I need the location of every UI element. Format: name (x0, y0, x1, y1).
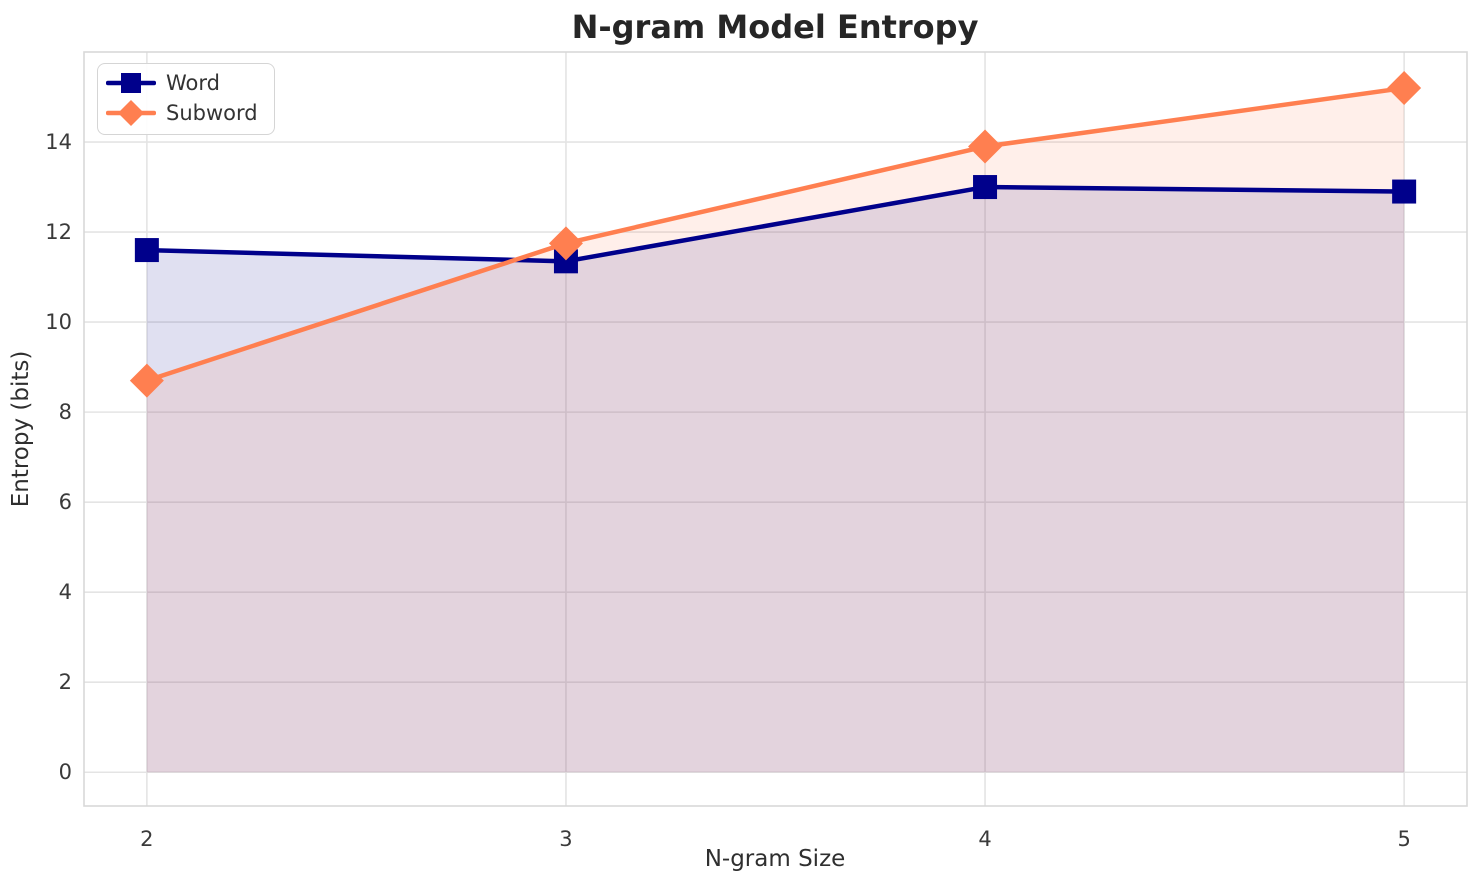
legend: Word Subword (97, 63, 275, 135)
y-tick-label: 6 (59, 490, 72, 514)
x-axis-label: N-gram Size (705, 846, 846, 872)
y-tick-label: 4 (59, 580, 72, 604)
y-tick-label: 10 (45, 310, 72, 334)
legend-item-word: Word (106, 69, 258, 97)
area-fills (146, 88, 1405, 773)
area-fill-subword (146, 88, 1405, 773)
legend-label-subword: Subword (166, 101, 258, 125)
y-tick-label: 8 (59, 400, 72, 424)
x-tick-label: 2 (140, 827, 153, 851)
plot-border (83, 51, 1468, 807)
x-tick-labels: 2 3 4 5 (140, 827, 1411, 851)
area-fill-word (146, 187, 1405, 773)
marker-diamond-subword (129, 363, 164, 398)
y-tick-labels: 0 2 4 6 8 10 12 14 (45, 130, 72, 784)
y-tick-label: 14 (45, 130, 72, 154)
subword-diamond-marker-icon (106, 100, 156, 126)
y-tick-label: 12 (45, 220, 72, 244)
chart-title: N-gram Model Entropy (572, 8, 979, 46)
marker-square-word (1392, 179, 1417, 204)
marker-square-word (134, 238, 159, 263)
legend-sample-square (121, 73, 141, 93)
data-series (129, 71, 1422, 398)
word-square-marker-icon (106, 73, 156, 93)
x-tick-label: 3 (559, 827, 572, 851)
marker-diamond-subword (1387, 71, 1422, 106)
x-tick-label: 5 (1397, 827, 1410, 851)
line-word (144, 184, 1407, 264)
x-tick-label: 4 (978, 827, 991, 851)
legend-item-subword: Subword (106, 99, 258, 127)
line-subword (144, 85, 1407, 383)
marker-diamond-subword (548, 226, 583, 261)
y-axis-label: Entropy (bits) (8, 351, 34, 508)
y-tick-label: 0 (59, 760, 72, 784)
marker-diamond-subword (968, 129, 1003, 164)
legend-label-word: Word (166, 71, 220, 95)
y-tick-label: 2 (59, 670, 72, 694)
legend-sample-diamond (118, 100, 144, 126)
marker-square-word (973, 175, 998, 200)
